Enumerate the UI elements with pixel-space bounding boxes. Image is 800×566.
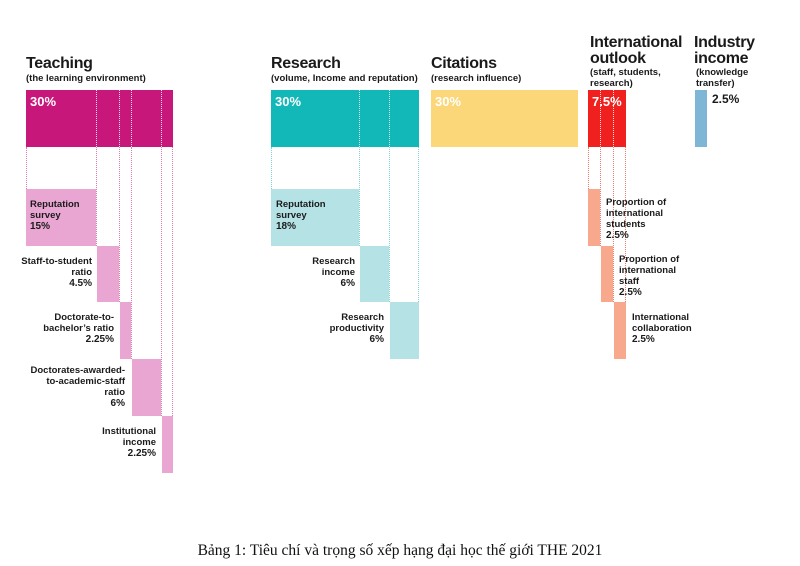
teaching-connector [172,147,173,416]
research-productivity-bar [390,302,419,359]
international-staff-label: Proportion of international staff 2.5% [619,254,680,298]
research-income-bar [360,246,389,302]
international-connector [625,147,626,302]
teaching-connector [161,147,162,416]
teaching-divider [96,90,97,147]
teaching-reputation-bar: Reputation survey 15% [26,189,96,246]
figure-caption: Bảng 1: Tiêu chí và trọng số xếp hạng đạ… [197,542,603,559]
citations-main-bar: 30% [431,90,578,147]
international-main-bar: 7.5% [588,90,626,147]
international-students-bar [588,189,600,246]
research-divider [359,90,360,147]
industry-weight: 2.5% [712,92,740,106]
teaching-reputation-label: Reputation survey 15% [30,199,80,232]
research-reputation-label: Reputation survey 18% [276,199,326,232]
research-title: Research [271,55,341,72]
international-connector [588,147,589,189]
research-main-bar: 30% [271,90,419,147]
international-divider [600,90,601,147]
industry-subtitle: (knowledge transfer) [696,67,749,89]
teaching-doctorate-bachelor-label: Doctorate-to- bachelor’s ratio 2.25% [43,312,114,345]
teaching-subtitle: (the learning environment) [26,73,146,84]
research-connector [271,147,272,189]
research-connector [418,147,419,302]
international-weight: 7.5% [592,94,622,109]
research-reputation-bar: Reputation survey 18% [271,189,359,246]
teaching-connector [96,147,97,246]
industry-main-bar [695,90,707,147]
international-collaboration-label: International collaboration 2.5% [632,312,692,345]
international-staff-bar [601,246,613,302]
international-connector [600,147,601,246]
international-students-label: Proportion of international students 2.5… [606,197,667,241]
citations-weight: 30% [435,94,462,109]
research-productivity-label: Research productivity 6% [329,312,384,345]
teaching-connector [119,147,120,302]
citations-title: Citations [431,55,497,72]
teaching-doctorate-bachelor-bar [120,302,131,359]
industry-title: Industry income [694,34,755,67]
international-title: International outlook [590,34,683,67]
international-subtitle: (staff, students, research) [590,67,661,89]
teaching-staff-student-label: Staff-to-student ratio 4.5% [21,256,92,289]
teaching-connector [26,147,27,189]
research-subtitle: (volume, Income and reputation) [271,73,418,84]
research-connector [359,147,360,246]
teaching-staff-student-bar [97,246,119,302]
research-weight: 30% [275,94,302,109]
teaching-weight: 30% [30,94,57,109]
teaching-divider [119,90,120,147]
teaching-institutional-income-bar [162,416,173,473]
teaching-institutional-income-label: Institutional income 2.25% [102,426,156,459]
teaching-divider [161,90,162,147]
teaching-connector [131,147,132,359]
teaching-title: Teaching [26,55,93,72]
research-income-label: Research income 6% [312,256,355,289]
international-collaboration-bar [614,302,626,359]
international-connector [613,147,614,302]
citations-subtitle: (research influence) [431,73,522,84]
international-divider [613,90,614,147]
teaching-main-bar: 30% [26,90,173,147]
teaching-doctorates-staff-label: Doctorates-awarded- to-academic-staff ra… [30,365,126,409]
research-divider [389,90,390,147]
research-connector [389,147,390,302]
teaching-divider [131,90,132,147]
teaching-doctorates-staff-bar [132,359,161,416]
